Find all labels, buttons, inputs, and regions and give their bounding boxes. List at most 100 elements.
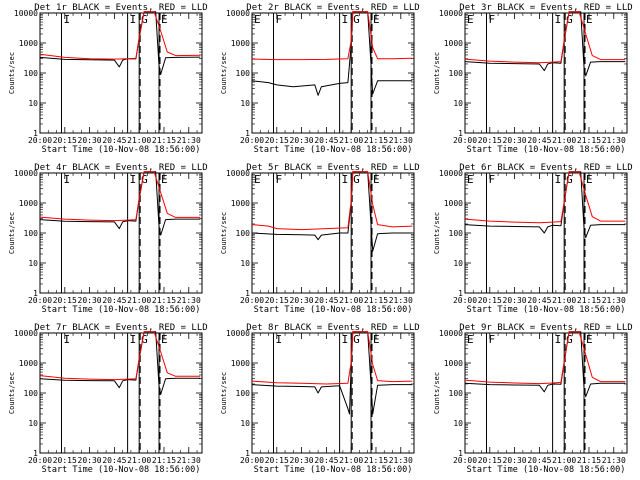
marker-label: E xyxy=(467,173,474,186)
marker-label: E xyxy=(254,173,261,186)
marker-label: I xyxy=(63,333,70,346)
marker-label: E xyxy=(161,13,168,26)
marker-label: G xyxy=(353,173,360,186)
x-tick-label: 20:30 xyxy=(290,456,314,465)
marker-label: F xyxy=(488,13,495,26)
marker-label: I xyxy=(342,13,349,26)
y-tick-label: 10000 xyxy=(14,329,38,338)
y-tick-label: 1000 xyxy=(19,359,38,368)
y-tick-label: 10 xyxy=(28,419,38,428)
y-tick-label: 1 xyxy=(33,449,38,458)
y-tick-label: 1 xyxy=(458,449,463,458)
marker-label: E xyxy=(467,333,474,346)
x-tick-label: 21:30 xyxy=(602,296,626,305)
marker-label: E xyxy=(161,333,168,346)
panel-title: Det 8r BLACK = Events, RED = LLD xyxy=(246,323,419,333)
y-tick-label: 10000 xyxy=(14,9,38,18)
panel-title: Det 7r BLACK = Events, RED = LLD xyxy=(34,323,207,333)
x-tick-label: 21:00 xyxy=(552,136,576,145)
y-tick-label: 1 xyxy=(33,129,38,138)
x-tick-label: 20:45 xyxy=(102,456,126,465)
marker-label: E xyxy=(373,13,380,26)
plot-frame xyxy=(39,332,203,454)
x-tick-label: 20:00 xyxy=(28,456,52,465)
y-tick-label: 10000 xyxy=(14,169,38,178)
marker-label: I xyxy=(342,333,349,346)
y-tick-label: 1000 xyxy=(444,359,463,368)
plot-frame xyxy=(39,12,203,134)
x-tick-label: 20:45 xyxy=(102,296,126,305)
marker-label: G xyxy=(141,13,148,26)
x-tick-label: 20:15 xyxy=(478,456,502,465)
x-tick-label: 21:15 xyxy=(577,136,601,145)
y-tick-label: 1 xyxy=(458,289,463,298)
y-tick-label: 100 xyxy=(449,229,464,238)
marker-label: G xyxy=(566,13,573,26)
y-axis-title: Counts/sec xyxy=(220,212,228,254)
x-axis-title: Start Time (10-Nov-08 18:56:00) xyxy=(42,145,201,155)
marker-label: E xyxy=(586,333,593,346)
y-tick-label: 1 xyxy=(245,129,250,138)
panel-2: Det 2r BLACK = Events, RED = LLD 1 10 100 10… xyxy=(220,3,420,155)
series-line-lld xyxy=(464,331,626,385)
y-tick-label: 100 xyxy=(24,389,39,398)
marker-label: F xyxy=(488,333,495,346)
plot-frame xyxy=(251,332,415,454)
y-tick-label: 10000 xyxy=(439,329,463,338)
x-tick-label: 21:00 xyxy=(552,456,576,465)
y-tick-label: 100 xyxy=(236,229,251,238)
marker-label: I xyxy=(555,333,562,346)
y-tick-label: 10 xyxy=(453,419,463,428)
marker-label: I xyxy=(130,333,137,346)
x-tick-label: 20:00 xyxy=(240,456,264,465)
x-tick-label: 21:15 xyxy=(152,456,176,465)
x-tick-label: 20:30 xyxy=(503,136,527,145)
x-tick-label: 21:00 xyxy=(127,296,151,305)
series-line-events xyxy=(251,331,413,415)
y-tick-label: 1000 xyxy=(231,199,250,208)
marker-label: F xyxy=(275,173,282,186)
panel-9: Det 9r BLACK = Events, RED = LLD 1 10 100 10… xyxy=(433,323,633,475)
y-axis-title: Counts/sec xyxy=(433,52,441,94)
plot-frame xyxy=(464,332,628,454)
series-line-events xyxy=(251,11,413,96)
x-axis-title: Start Time (10-Nov-08 18:56:00) xyxy=(467,305,626,315)
panel-title: Det 9r BLACK = Events, RED = LLD xyxy=(459,323,632,333)
x-axis-title: Start Time (10-Nov-08 18:56:00) xyxy=(254,305,413,315)
marker-label: G xyxy=(566,173,573,186)
x-tick-label: 20:15 xyxy=(53,456,77,465)
x-tick-label: 20:30 xyxy=(503,296,527,305)
x-axis-title: Start Time (10-Nov-08 18:56:00) xyxy=(254,465,413,475)
y-tick-label: 1000 xyxy=(19,199,38,208)
x-tick-label: 21:00 xyxy=(339,296,363,305)
y-tick-label: 100 xyxy=(236,69,251,78)
marker-label: E xyxy=(161,173,168,186)
x-tick-label: 20:30 xyxy=(78,296,102,305)
x-tick-label: 21:00 xyxy=(127,456,151,465)
x-tick-label: 20:00 xyxy=(453,136,477,145)
x-tick-label: 20:15 xyxy=(265,136,289,145)
marker-label: G xyxy=(141,173,148,186)
x-tick-label: 20:15 xyxy=(478,296,502,305)
x-tick-label: 21:00 xyxy=(552,296,576,305)
series-line-lld xyxy=(251,171,413,231)
x-tick-label: 21:30 xyxy=(389,296,413,305)
x-tick-label: 21:30 xyxy=(177,136,201,145)
panel-7: Det 7r BLACK = Events, RED = LLD 1 10 100 10… xyxy=(8,323,208,475)
x-tick-label: 20:00 xyxy=(28,136,52,145)
x-axis-title: Start Time (10-Nov-08 18:56:00) xyxy=(254,145,413,155)
x-tick-label: 21:00 xyxy=(127,136,151,145)
y-tick-label: 1000 xyxy=(444,39,463,48)
marker-label: E xyxy=(254,13,261,26)
y-tick-label: 1 xyxy=(245,449,250,458)
x-tick-label: 20:15 xyxy=(265,456,289,465)
marker-label: I xyxy=(63,13,70,26)
marker-label: E xyxy=(373,173,380,186)
y-tick-label: 100 xyxy=(24,69,39,78)
panel-3: Det 3r BLACK = Events, RED = LLD 1 10 100 10… xyxy=(433,3,633,155)
marker-label: I xyxy=(130,13,137,26)
y-tick-label: 10 xyxy=(240,99,250,108)
x-tick-label: 20:15 xyxy=(53,136,77,145)
panel-title: Det 5r BLACK = Events, RED = LLD xyxy=(246,163,419,173)
